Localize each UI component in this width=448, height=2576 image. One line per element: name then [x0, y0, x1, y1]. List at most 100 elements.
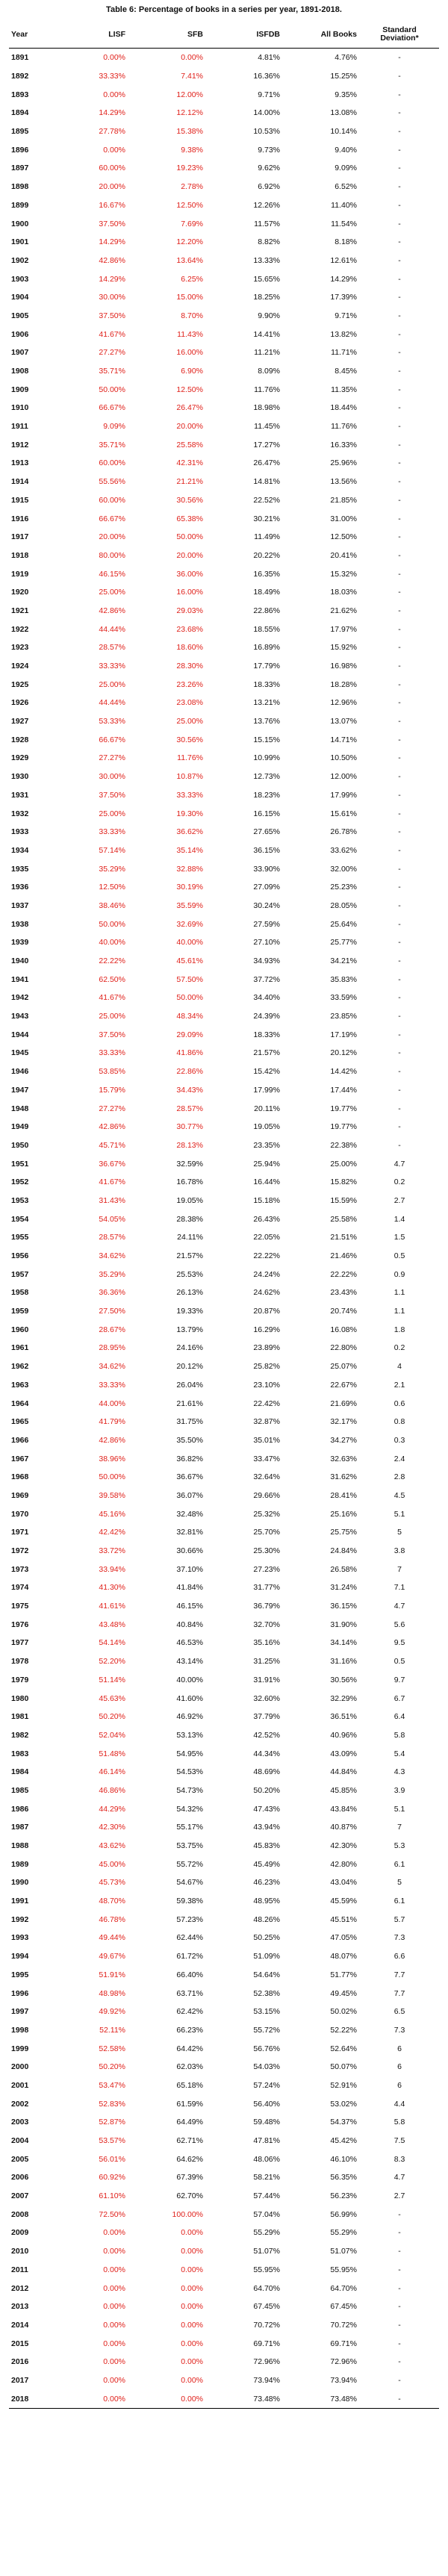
all-books-cell: 6.52%: [335, 182, 357, 192]
std-dev-cell: -: [398, 440, 401, 449]
sfb-cell: 64.49%: [176, 2118, 203, 2127]
table-row: 1983 51.48% 54.95% 44.34% 43.09% 5.4: [9, 1744, 439, 1763]
isfdb-cell: 18.55%: [253, 624, 280, 634]
std-dev-cell: 0.2: [393, 1177, 405, 1187]
std-dev-cell: -: [398, 883, 401, 892]
table-row: 1917 20.00% 50.00% 11.49% 12.50% -: [9, 528, 439, 547]
isfdb-cell: 27.10%: [253, 938, 280, 948]
table-row: 2012 0.00% 0.00% 64.70% 64.70% -: [9, 2279, 439, 2297]
year-cell: 1988: [11, 1841, 29, 1851]
year-cell: 1939: [11, 938, 29, 948]
isfdb-cell: 73.94%: [253, 2375, 280, 2385]
isfdb-cell: 16.35%: [253, 569, 280, 579]
table-row: 1905 37.50% 8.70% 9.90% 9.71% -: [9, 307, 439, 326]
lisf-cell: 31.43%: [99, 1195, 125, 1205]
lisf-cell: 34.62%: [99, 1362, 125, 1372]
isfdb-cell: 48.95%: [253, 1897, 280, 1906]
all-books-cell: 12.96%: [330, 698, 357, 708]
std-dev-cell: -: [398, 2247, 401, 2256]
year-cell: 1933: [11, 827, 29, 837]
lisf-cell: 0.00%: [103, 2339, 125, 2348]
all-books-cell: 53.02%: [330, 2099, 357, 2109]
isfdb-cell: 27.65%: [253, 827, 280, 837]
year-cell: 1917: [11, 532, 29, 542]
all-books-cell: 4.76%: [335, 53, 357, 63]
isfdb-cell: 23.35%: [253, 1140, 280, 1150]
all-books-cell: 25.75%: [330, 1528, 357, 1537]
lisf-cell: 44.00%: [99, 1399, 125, 1408]
table-row: 2015 0.00% 0.00% 69.71% 69.71% -: [9, 2334, 439, 2353]
std-dev-cell: -: [398, 974, 401, 984]
sfb-cell: 40.00%: [176, 1675, 203, 1684]
isfdb-cell: 37.79%: [253, 1712, 280, 1722]
std-dev-cell: -: [398, 735, 401, 744]
sfb-cell: 6.25%: [181, 274, 203, 284]
sfb-cell: 62.44%: [176, 1933, 203, 1943]
all-books-cell: 9.35%: [335, 90, 357, 99]
sfb-cell: 41.60%: [176, 1693, 203, 1703]
all-books-cell: 70.72%: [330, 2320, 357, 2330]
isfdb-cell: 16.15%: [253, 809, 280, 818]
all-books-cell: 42.80%: [330, 1859, 357, 1869]
isfdb-cell: 21.57%: [253, 1048, 280, 1058]
table-row: 1950 45.71% 28.13% 23.35% 22.38% -: [9, 1136, 439, 1155]
sfb-cell: 41.86%: [176, 1048, 203, 1058]
year-cell: 2010: [11, 2247, 29, 2256]
year-cell: 1941: [11, 974, 29, 984]
sfb-cell: 54.67%: [176, 1878, 203, 1888]
isfdb-cell: 69.71%: [253, 2339, 280, 2348]
sfb-cell: 54.95%: [176, 1749, 203, 1758]
std-dev-cell: -: [398, 772, 401, 782]
year-cell: 1967: [11, 1454, 29, 1463]
isfdb-cell: 11.21%: [254, 348, 280, 358]
std-dev-cell: 1.8: [393, 1325, 405, 1334]
table-row: 2018 0.00% 0.00% 73.48% 73.48% -: [9, 2389, 439, 2409]
isfdb-cell: 16.89%: [253, 643, 280, 653]
year-cell: 1961: [11, 1343, 29, 1353]
isfdb-cell: 32.60%: [253, 1693, 280, 1703]
sfb-cell: 55.72%: [176, 1859, 203, 1869]
std-dev-cell: -: [398, 219, 401, 228]
std-dev-cell: 7.1: [393, 1583, 405, 1593]
std-dev-cell: 3.8: [393, 1546, 405, 1556]
lisf-cell: 42.86%: [99, 255, 125, 265]
year-cell: 1913: [11, 458, 29, 468]
isfdb-cell: 30.24%: [253, 900, 280, 910]
table-row: 1920 25.00% 16.00% 18.49% 18.03% -: [9, 583, 439, 602]
all-books-cell: 20.12%: [330, 1048, 357, 1058]
sfb-cell: 32.81%: [176, 1528, 203, 1537]
std-dev-cell: 5.4: [393, 1749, 405, 1758]
year-cell: 1965: [11, 1417, 29, 1427]
sfb-cell: 18.60%: [176, 643, 203, 653]
sfb-cell: 62.71%: [176, 2136, 203, 2146]
sfb-cell: 66.40%: [176, 1970, 203, 1979]
year-cell: 1996: [11, 1988, 29, 1998]
std-dev-cell: -: [398, 145, 401, 155]
isfdb-cell: 18.23%: [253, 790, 280, 800]
table-row: 1911 9.09% 20.00% 11.45% 11.76% -: [9, 417, 439, 436]
year-cell: 2005: [11, 2154, 29, 2164]
std-dev-cell: -: [398, 698, 401, 708]
isfdb-cell: 25.32%: [253, 1509, 280, 1519]
lisf-cell: 33.33%: [99, 662, 125, 671]
all-books-cell: 45.59%: [330, 1897, 357, 1906]
lisf-cell: 33.33%: [99, 1048, 125, 1058]
lisf-cell: 53.47%: [99, 2080, 125, 2090]
isfdb-cell: 31.91%: [253, 1675, 280, 1684]
isfdb-cell: 18.98%: [253, 403, 280, 413]
all-books-cell: 9.71%: [335, 311, 357, 320]
table-header: Year LISF SFB ISFDB All Books Standard D…: [9, 21, 439, 49]
isfdb-cell: 15.42%: [253, 1067, 280, 1077]
std-dev-cell: 1.5: [393, 1233, 405, 1242]
all-books-cell: 47.05%: [330, 1933, 357, 1943]
sfb-cell: 30.56%: [176, 735, 203, 744]
isfdb-cell: 18.33%: [253, 679, 280, 689]
isfdb-cell: 19.05%: [253, 1122, 280, 1132]
sfb-cell: 36.07%: [176, 1490, 203, 1500]
lisf-cell: 80.00%: [99, 550, 125, 560]
isfdb-cell: 48.06%: [253, 2154, 280, 2164]
sfb-cell: 29.03%: [176, 606, 203, 615]
all-books-cell: 25.00%: [330, 1159, 357, 1169]
lisf-cell: 49.67%: [99, 1952, 125, 1961]
lisf-cell: 52.87%: [99, 2118, 125, 2127]
